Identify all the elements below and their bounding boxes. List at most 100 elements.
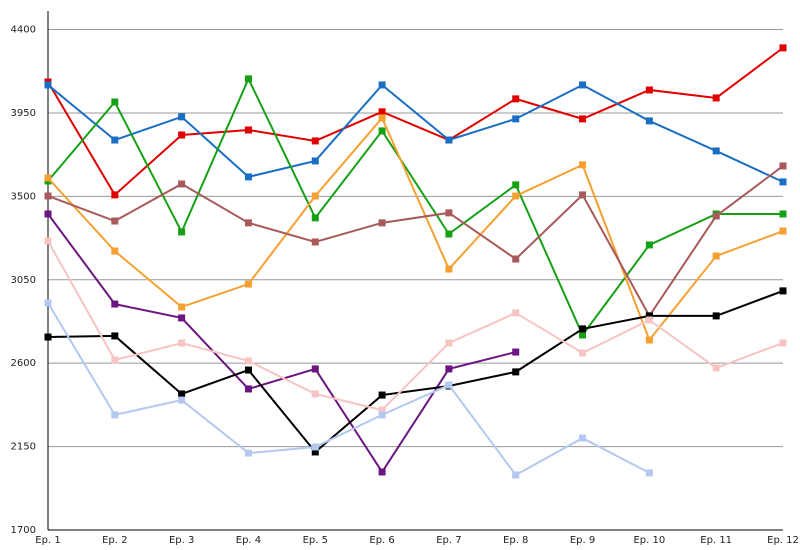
series-line: [47, 76, 783, 337]
y-tick-label: 3500: [11, 191, 36, 202]
point-marker: [244, 126, 252, 134]
point-marker: [44, 237, 52, 245]
series-line: [47, 240, 784, 412]
point-marker: [779, 210, 787, 218]
point-marker: [579, 115, 587, 123]
point-marker: [244, 449, 252, 457]
point-marker: [445, 230, 453, 238]
point-marker: [645, 117, 653, 125]
point-marker: [579, 191, 587, 199]
point-marker: [378, 81, 386, 89]
point-marker: [311, 157, 319, 165]
point-marker: [311, 137, 319, 145]
point-marker: [512, 471, 520, 479]
point-marker: [178, 180, 186, 188]
point-marker: [44, 174, 52, 182]
point-marker: [512, 192, 520, 200]
point-marker: [712, 364, 720, 372]
point-marker: [712, 94, 720, 102]
point-marker: [712, 312, 720, 320]
point-marker: [311, 390, 319, 398]
point-marker: [44, 210, 52, 218]
point-marker: [244, 357, 252, 365]
point-marker: [378, 127, 386, 135]
point-marker: [512, 115, 520, 123]
point-marker: [311, 443, 319, 451]
x-tick-label: Ep. 3: [169, 535, 194, 546]
point-marker: [111, 300, 119, 308]
point-marker: [512, 348, 520, 356]
point-marker: [645, 469, 653, 477]
point-marker: [178, 314, 186, 322]
x-tick-label: Ep. 2: [102, 535, 127, 546]
point-marker: [645, 312, 653, 320]
x-tick-label: Ep. 4: [236, 535, 261, 546]
point-marker: [244, 219, 252, 227]
series-line: [47, 302, 650, 477]
point-marker: [311, 214, 319, 222]
point-marker: [712, 252, 720, 260]
x-tick-label: Ep. 9: [570, 535, 595, 546]
point-marker: [111, 136, 119, 144]
point-marker: [111, 332, 119, 340]
point-marker: [779, 44, 787, 52]
point-marker: [111, 247, 119, 255]
point-marker: [111, 191, 119, 199]
x-tick-label: Ep. 12: [767, 535, 799, 546]
point-marker: [445, 265, 453, 273]
point-marker: [579, 349, 587, 357]
y-tick-label: 3950: [11, 108, 36, 119]
point-marker: [512, 181, 520, 189]
point-marker: [378, 219, 386, 227]
series-line: [47, 213, 516, 474]
point-marker: [579, 331, 587, 339]
series-line: [47, 165, 784, 318]
point-marker: [244, 75, 252, 83]
point-marker: [111, 356, 119, 364]
y-tick-label: 2600: [11, 358, 36, 369]
point-marker: [111, 411, 119, 419]
point-marker: [244, 280, 252, 288]
point-marker: [579, 325, 587, 333]
point-marker: [44, 81, 52, 89]
point-marker: [178, 113, 186, 121]
y-tick-label: 2150: [11, 442, 36, 453]
point-marker: [445, 365, 453, 373]
point-marker: [512, 368, 520, 376]
y-tick-label: 3050: [11, 275, 36, 286]
point-marker: [579, 434, 587, 442]
point-marker: [378, 108, 386, 116]
point-marker: [779, 287, 787, 295]
x-tick-label: Ep. 11: [700, 535, 732, 546]
x-tick-label: Ep. 6: [369, 535, 394, 546]
point-marker: [311, 238, 319, 246]
series-line: [47, 83, 784, 183]
point-marker: [178, 303, 186, 311]
point-marker: [244, 173, 252, 181]
point-marker: [512, 95, 520, 103]
point-marker: [712, 212, 720, 220]
series-line: [47, 116, 784, 343]
x-tick-label: Ep. 7: [436, 535, 461, 546]
point-marker: [44, 192, 52, 200]
point-marker: [645, 86, 653, 94]
point-marker: [378, 391, 386, 399]
point-marker: [44, 299, 52, 307]
point-marker: [178, 390, 186, 398]
y-tick-label: 4400: [11, 25, 36, 36]
point-marker: [445, 136, 453, 144]
point-marker: [645, 336, 653, 344]
point-marker: [44, 333, 52, 341]
point-marker: [311, 365, 319, 373]
point-marker: [311, 448, 319, 456]
x-tick-label: Ep. 5: [303, 535, 328, 546]
point-marker: [311, 192, 319, 200]
point-marker: [111, 98, 119, 106]
point-marker: [712, 147, 720, 155]
point-marker: [378, 406, 386, 414]
point-marker: [378, 114, 386, 122]
point-marker: [779, 339, 787, 347]
point-marker: [178, 131, 186, 139]
point-marker: [779, 227, 787, 235]
